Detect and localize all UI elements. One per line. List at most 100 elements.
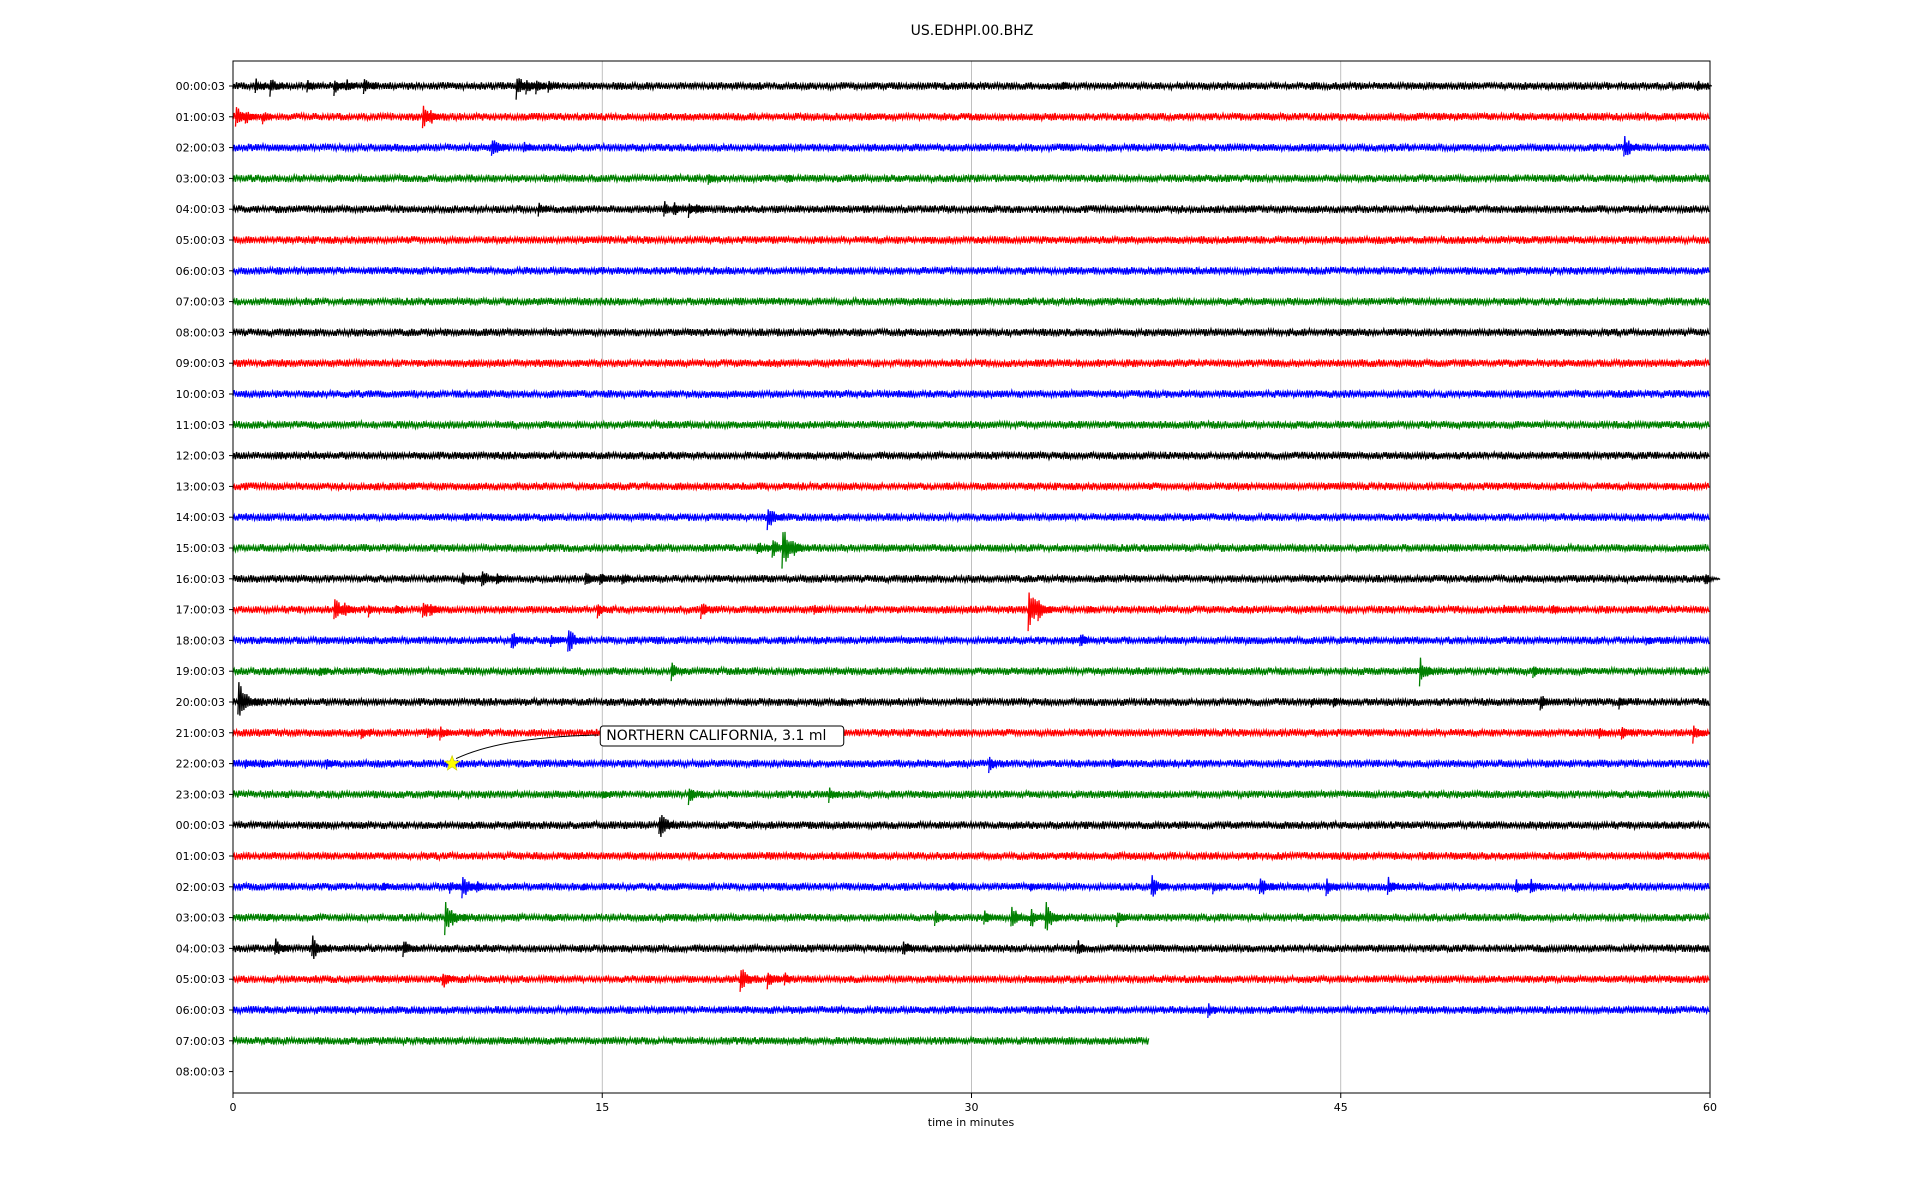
event-burst-16-3 [584, 572, 603, 585]
event-burst-28-1 [311, 935, 334, 960]
event-burst-18-4 [1645, 636, 1659, 646]
trace-row-4 [232, 203, 1710, 215]
event-burst-22-0 [244, 759, 260, 769]
row-label-2: 02:00:03 [176, 142, 225, 155]
row-time-labels: 00:00:03 01:00:03 02:00:03 03:00:03 04:00:03… [176, 80, 233, 1079]
trace-row-28 [232, 942, 1710, 955]
event-burst-20-4 [1539, 696, 1558, 711]
trace-row-25 [232, 850, 1710, 862]
trace-row-6 [232, 264, 1710, 277]
event-burst-21-1 [426, 728, 442, 739]
event-burst-18-3 [1079, 634, 1098, 647]
event-burst-4-2 [672, 202, 692, 216]
event-burst-14-0 [766, 509, 789, 531]
event-burst-17-6 [596, 604, 614, 619]
event-burst-17-7 [700, 603, 719, 620]
trace-row-7 [232, 295, 1710, 308]
trace-row-5 [232, 234, 1710, 246]
trace-row-11 [232, 418, 1710, 431]
x-tick-label-4: 60 [1703, 1101, 1717, 1114]
event-burst-16-2 [495, 573, 513, 585]
event-burst-28-2 [402, 941, 421, 958]
trace-row-23 [232, 788, 1710, 801]
row-label-4: 04:00:03 [176, 203, 225, 216]
row-label-24: 00:00:03 [176, 819, 225, 832]
trace-row-9 [232, 357, 1710, 369]
trace-row-21 [232, 726, 1710, 739]
event-burst-4-0 [537, 202, 555, 217]
event-burst-20-3 [1332, 697, 1349, 708]
event-burst-20-1 [840, 697, 855, 706]
event-burst-17-8 [813, 604, 828, 615]
event-burst-29-2 [766, 972, 786, 990]
x-tick-label-2: 30 [965, 1101, 979, 1114]
event-burst-1-4 [429, 110, 448, 124]
event-burst-27-3 [983, 910, 1002, 925]
event-burst-22-4 [1111, 758, 1127, 769]
event-burst-16-4 [599, 573, 617, 585]
event-burst-22-1 [261, 760, 276, 769]
event-annotations: NORTHERN CALIFORNIA, 3.1 ml [443, 725, 845, 771]
event-burst-20-2 [1310, 698, 1325, 708]
trace-row-27 [232, 911, 1710, 924]
x-axis-ticks: 0 15 30 45 60 [230, 1093, 1717, 1114]
row-label-22: 22:00:03 [176, 758, 225, 771]
event-burst-20-5 [1618, 697, 1635, 710]
row-label-5: 05:00:03 [176, 234, 225, 247]
event-burst-26-9 [1258, 878, 1281, 895]
event-burst-16-5 [621, 574, 638, 585]
event-burst-26-4 [581, 882, 596, 891]
row-label-6: 06:00:03 [176, 265, 225, 278]
trace-row-19 [232, 665, 1710, 678]
row-label-17: 17:00:03 [176, 604, 225, 617]
event-burst-17-13 [1551, 605, 1566, 614]
row-label-3: 03:00:03 [176, 172, 225, 185]
seismic-traces [232, 78, 1721, 1047]
event-burst-26-7 [1150, 875, 1172, 897]
trace-row-20 [232, 696, 1710, 708]
row-label-10: 10:00:03 [176, 388, 225, 401]
trace-row-8 [232, 326, 1710, 339]
trace-row-31 [232, 1035, 1150, 1047]
trace-row-10 [232, 388, 1710, 401]
x-tick-label-0: 0 [230, 1101, 237, 1114]
event-burst-26-8 [1212, 882, 1229, 895]
row-label-12: 12:00:03 [176, 450, 225, 463]
event-burst-21-0 [360, 728, 377, 740]
event-burst-1-2 [261, 112, 278, 125]
event-burst-29-0 [441, 973, 461, 988]
trace-row-17 [232, 603, 1710, 616]
event-burst-15-3 [793, 542, 811, 556]
trace-row-0 [232, 80, 1710, 93]
trace-row-13 [232, 480, 1710, 493]
trace-row-3 [232, 172, 1710, 185]
event-burst-0-2 [306, 80, 324, 93]
trace-row-1 [232, 111, 1710, 123]
row-label-29: 05:00:03 [176, 973, 225, 986]
event-burst-17-10 [1037, 600, 1057, 622]
row-label-18: 18:00:03 [176, 634, 225, 647]
event-burst-19-1 [670, 662, 689, 682]
event-burst-0-10 [1061, 81, 1075, 90]
event-burst-0-4 [345, 79, 362, 91]
x-tick-label-3: 45 [1334, 1101, 1348, 1114]
event-burst-0-9 [547, 80, 564, 93]
event-burst-16-6 [1704, 574, 1721, 585]
annotation-label-0: NORTHERN CALIFORNIA, 3.1 ml [606, 728, 826, 744]
row-label-9: 09:00:03 [176, 357, 225, 370]
event-burst-0-5 [362, 79, 381, 95]
event-burst-29-1 [739, 969, 763, 992]
event-burst-1-1 [244, 111, 263, 124]
row-label-23: 23:00:03 [176, 788, 225, 801]
trace-row-2 [232, 141, 1710, 154]
row-label-28: 04:00:03 [176, 942, 225, 955]
event-burst-26-0 [382, 882, 397, 891]
event-burst-26-10 [1325, 878, 1344, 897]
event-burst-18-1 [549, 635, 568, 647]
row-label-32: 08:00:03 [176, 1066, 225, 1079]
row-label-25: 01:00:03 [176, 850, 225, 863]
row-label-21: 21:00:03 [176, 727, 225, 740]
event-burst-26-3 [476, 881, 493, 893]
event-burst-26-5 [951, 882, 966, 891]
